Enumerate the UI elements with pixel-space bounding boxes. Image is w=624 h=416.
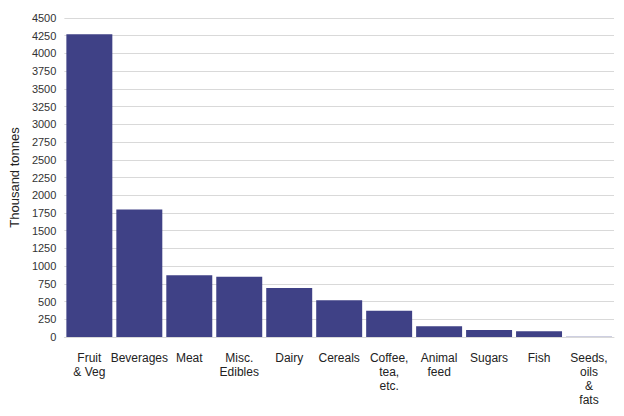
svg-text:1750: 1750 — [32, 207, 56, 219]
svg-text:500: 500 — [38, 296, 56, 308]
svg-text:1000: 1000 — [32, 260, 56, 272]
svg-text:tea,: tea, — [379, 365, 399, 379]
svg-text:&: & — [585, 379, 593, 393]
svg-text:250: 250 — [38, 313, 56, 325]
svg-text:2000: 2000 — [32, 189, 56, 201]
svg-text:Dairy: Dairy — [275, 351, 303, 365]
svg-text:3500: 3500 — [32, 83, 56, 95]
svg-text:2750: 2750 — [32, 136, 56, 148]
svg-text:oils: oils — [580, 365, 598, 379]
svg-text:3750: 3750 — [32, 65, 56, 77]
svg-text:Beverages: Beverages — [111, 351, 168, 365]
svg-text:Coffee,: Coffee, — [370, 351, 408, 365]
svg-text:Animal: Animal — [421, 351, 458, 365]
svg-text:4500: 4500 — [32, 12, 56, 24]
svg-text:Fish: Fish — [528, 351, 551, 365]
svg-text:feed: feed — [427, 365, 450, 379]
svg-text:Edibles: Edibles — [220, 365, 259, 379]
svg-text:1500: 1500 — [32, 225, 56, 237]
svg-text:1250: 1250 — [32, 242, 56, 254]
svg-text:750: 750 — [38, 278, 56, 290]
svg-text:Seeds,: Seeds, — [570, 351, 607, 365]
svg-text:3250: 3250 — [32, 101, 56, 113]
svg-text:4250: 4250 — [32, 30, 56, 42]
svg-text:Meat: Meat — [176, 351, 203, 365]
svg-text:Fruit: Fruit — [77, 351, 102, 365]
svg-text:0: 0 — [50, 331, 56, 343]
svg-text:2500: 2500 — [32, 154, 56, 166]
svg-text:2250: 2250 — [32, 172, 56, 184]
svg-text:fats: fats — [579, 393, 598, 407]
svg-text:& Veg: & Veg — [73, 365, 105, 379]
svg-text:4000: 4000 — [32, 47, 56, 59]
svg-text:Thousand tonnes: Thousand tonnes — [7, 127, 22, 228]
svg-text:etc.: etc. — [379, 379, 398, 393]
svg-text:Misc.: Misc. — [225, 351, 253, 365]
svg-text:Cereals: Cereals — [319, 351, 360, 365]
svg-text:3000: 3000 — [32, 118, 56, 130]
svg-text:Sugars: Sugars — [470, 351, 508, 365]
